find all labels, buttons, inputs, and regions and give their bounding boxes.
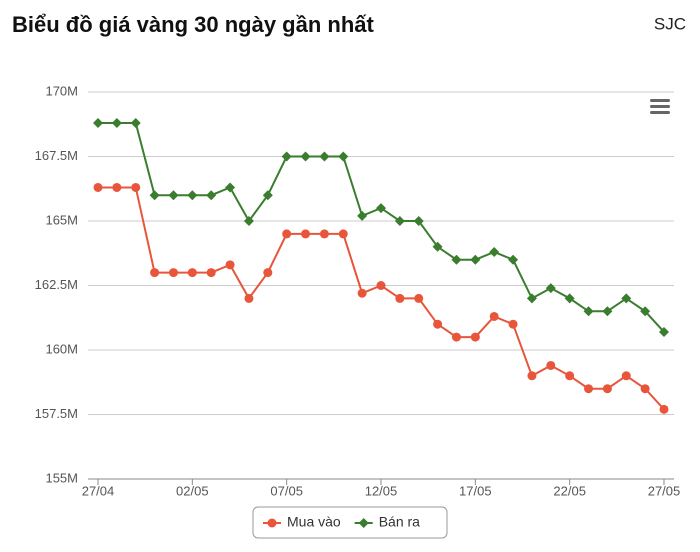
chart-title: Biểu đồ giá vàng 30 ngày gần nhất bbox=[12, 12, 375, 37]
data-point bbox=[640, 384, 650, 394]
y-tick-label: 170M bbox=[45, 83, 78, 98]
menu-icon-bar[interactable] bbox=[650, 99, 670, 102]
data-point bbox=[470, 332, 480, 342]
menu-button[interactable] bbox=[646, 96, 674, 120]
legend-marker bbox=[267, 518, 277, 528]
data-point bbox=[470, 254, 481, 265]
data-point bbox=[225, 260, 235, 270]
legend-label: Mua vào bbox=[287, 514, 341, 530]
chart-subtitle: SJC bbox=[654, 14, 686, 33]
data-point bbox=[489, 311, 499, 321]
data-point bbox=[149, 190, 160, 201]
y-tick-label: 162.5M bbox=[35, 277, 78, 292]
data-point bbox=[187, 190, 198, 201]
data-point bbox=[583, 306, 594, 317]
data-point bbox=[93, 117, 103, 128]
y-tick-label: 160M bbox=[45, 341, 78, 356]
data-point bbox=[150, 268, 160, 278]
y-tick-label: 165M bbox=[45, 212, 78, 227]
legend-marker bbox=[358, 518, 369, 528]
data-point bbox=[659, 404, 669, 414]
data-point bbox=[262, 190, 273, 201]
data-point bbox=[451, 254, 462, 265]
x-tick-label: 27/05 bbox=[648, 483, 681, 498]
data-point bbox=[338, 229, 348, 239]
data-point bbox=[281, 151, 292, 162]
data-point bbox=[376, 281, 386, 290]
data-point bbox=[357, 210, 368, 221]
data-point bbox=[621, 371, 631, 381]
legend-box bbox=[252, 506, 448, 539]
x-tick-label: 27/04 bbox=[82, 483, 115, 498]
data-point bbox=[112, 182, 122, 192]
data-point bbox=[244, 293, 254, 303]
data-point bbox=[131, 182, 141, 192]
data-point bbox=[168, 190, 179, 201]
data-point bbox=[565, 371, 575, 381]
menu-icon-bar[interactable] bbox=[650, 111, 670, 114]
x-tick-label: 07/05 bbox=[270, 483, 303, 498]
menu-icon-bar[interactable] bbox=[650, 105, 670, 108]
y-tick-label: 155M bbox=[45, 470, 78, 485]
data-point bbox=[584, 384, 594, 394]
data-point bbox=[301, 229, 311, 239]
data-point bbox=[319, 151, 330, 162]
data-point bbox=[395, 293, 405, 303]
data-point bbox=[282, 229, 292, 239]
data-point bbox=[508, 254, 519, 265]
data-point bbox=[489, 246, 500, 257]
data-point bbox=[187, 268, 197, 278]
data-point bbox=[111, 117, 122, 128]
data-point bbox=[376, 203, 386, 214]
data-point bbox=[206, 190, 217, 201]
data-point bbox=[527, 371, 537, 381]
data-point bbox=[432, 241, 443, 252]
x-tick-label: 17/05 bbox=[459, 483, 492, 498]
data-point bbox=[602, 306, 613, 317]
data-point bbox=[602, 384, 612, 394]
data-point bbox=[263, 268, 273, 278]
data-point bbox=[93, 182, 103, 192]
data-point bbox=[564, 293, 575, 304]
data-point bbox=[300, 151, 311, 162]
data-point bbox=[433, 319, 443, 329]
data-point bbox=[168, 268, 178, 278]
data-point bbox=[394, 216, 405, 226]
data-point bbox=[206, 268, 216, 278]
x-tick-label: 22/05 bbox=[553, 483, 586, 498]
y-tick-label: 157.5M bbox=[35, 406, 78, 421]
data-point bbox=[546, 360, 556, 370]
data-point bbox=[130, 117, 141, 128]
data-point bbox=[621, 293, 632, 304]
data-point bbox=[243, 216, 254, 226]
data-point bbox=[508, 319, 518, 329]
x-tick-label: 12/05 bbox=[365, 483, 398, 498]
data-point bbox=[225, 182, 236, 193]
data-point bbox=[319, 229, 329, 239]
data-point bbox=[338, 151, 349, 162]
y-tick-label: 167.5M bbox=[35, 148, 78, 163]
data-point bbox=[414, 293, 424, 303]
series-line bbox=[98, 121, 665, 333]
legend-label: Bán ra bbox=[379, 514, 420, 530]
data-point bbox=[413, 216, 424, 226]
data-point bbox=[526, 293, 537, 304]
x-tick-label: 02/05 bbox=[176, 483, 209, 498]
data-point bbox=[659, 326, 669, 337]
data-point bbox=[357, 288, 367, 298]
data-point bbox=[451, 332, 461, 342]
data-point bbox=[545, 283, 556, 294]
data-point bbox=[640, 306, 651, 317]
